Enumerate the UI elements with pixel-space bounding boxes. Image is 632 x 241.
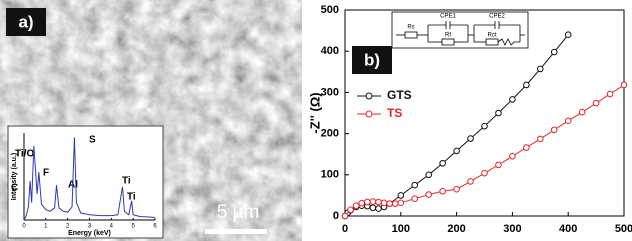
circuit-label: Rf: [445, 33, 451, 39]
marker: [376, 206, 382, 212]
marker: [426, 172, 432, 178]
peak-label: S: [89, 135, 96, 146]
marker: [621, 82, 627, 88]
marker: [496, 110, 502, 116]
peak-label: Ti: [122, 176, 131, 187]
peak-label: F: [43, 168, 49, 179]
marker: [538, 66, 544, 72]
scale-bar: [205, 229, 267, 234]
x-tick-label: 400: [559, 223, 577, 235]
marker: [454, 148, 460, 154]
circuit-label: Rs: [407, 25, 414, 31]
marker: [496, 162, 502, 168]
marker: [381, 200, 387, 206]
marker: [398, 193, 404, 199]
marker: [440, 188, 446, 194]
panel-label: a): [18, 12, 33, 31]
marker: [440, 160, 446, 166]
peak-label: C: [11, 183, 18, 194]
marker: [376, 199, 382, 205]
x-axis-label: Energy (keV): [68, 230, 111, 237]
circuit-label: Rct: [488, 33, 497, 39]
marker: [482, 123, 488, 129]
marker: [342, 213, 348, 219]
marker: [365, 199, 371, 205]
marker: [359, 200, 365, 206]
inset-box: [8, 126, 163, 238]
circuit-label: CPE1: [440, 14, 456, 20]
scale-bar-label: 5 µm: [217, 202, 260, 223]
marker: [551, 49, 557, 55]
marker: [398, 200, 404, 206]
x-tick-label: 0: [342, 223, 348, 235]
y-tick-label: 200: [321, 128, 339, 140]
marker: [426, 192, 432, 198]
y-tick-label: 400: [321, 45, 339, 57]
y-tick-label: 0: [333, 210, 339, 222]
panel-label: b): [364, 50, 380, 69]
marker: [565, 32, 571, 38]
y-tick-label: 100: [321, 169, 339, 181]
x-tick-label: 300: [503, 223, 521, 235]
marker: [412, 196, 418, 202]
legend-label: TS: [387, 106, 402, 120]
marker: [510, 97, 516, 103]
y-tick-label: 300: [321, 86, 339, 98]
marker: [510, 153, 516, 159]
marker: [348, 207, 354, 213]
legend-label: GTS: [387, 88, 412, 102]
marker: [579, 109, 585, 115]
marker: [538, 136, 544, 142]
marker: [392, 201, 398, 207]
marker: [524, 82, 530, 88]
y-tick-label: 500: [321, 4, 339, 16]
marker: [565, 118, 571, 124]
legend-marker: [366, 93, 372, 99]
x-tick-label: 500: [615, 223, 632, 235]
legend-marker: [366, 111, 372, 117]
marker: [524, 145, 530, 151]
marker: [370, 199, 376, 205]
x-tick-label: 200: [447, 223, 465, 235]
y-axis-label: -Z'' (Ω): [307, 92, 322, 133]
marker: [454, 186, 460, 192]
marker: [412, 182, 418, 188]
marker: [353, 203, 359, 209]
marker: [551, 127, 557, 133]
marker: [468, 179, 474, 185]
marker: [482, 170, 488, 176]
marker: [607, 91, 613, 97]
marker: [593, 100, 599, 106]
marker: [387, 201, 393, 207]
peak-label: Ti/O: [15, 149, 34, 160]
series-line: [345, 85, 624, 216]
circuit-label: CPE2: [489, 14, 505, 20]
marker: [468, 136, 474, 142]
marker: [370, 205, 376, 211]
x-tick-label: 100: [392, 223, 410, 235]
figure: a) 5 µm b) Rs CPE1 Rf CPE2 Rct 0123456En…: [0, 0, 632, 241]
